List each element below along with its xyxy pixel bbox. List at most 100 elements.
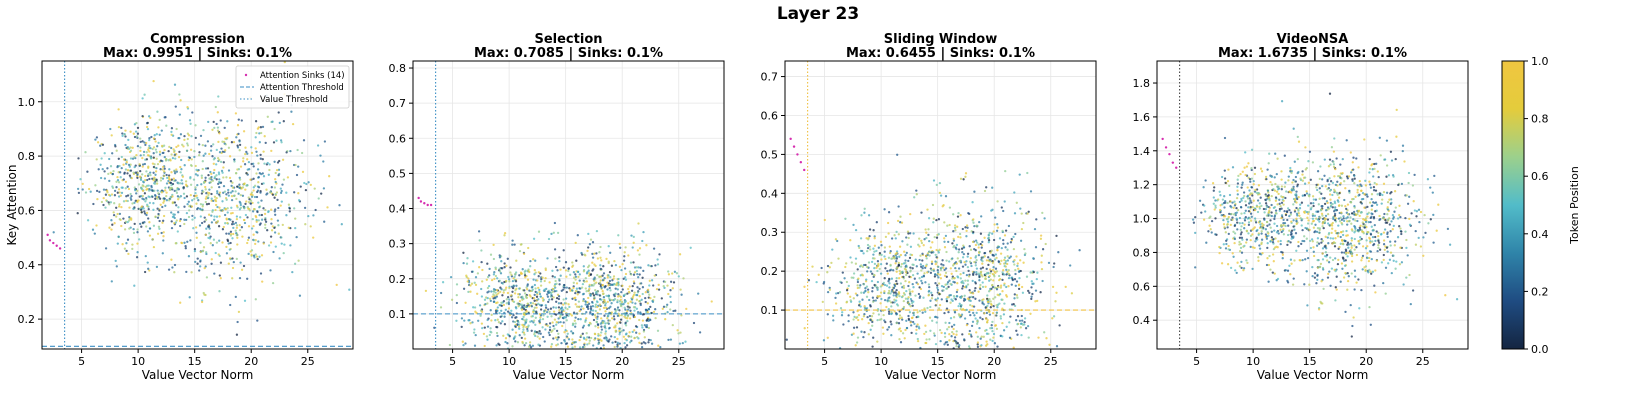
- data-point: [652, 284, 654, 286]
- data-point: [876, 221, 878, 223]
- data-point: [533, 319, 535, 321]
- data-point: [1236, 228, 1238, 230]
- data-point: [574, 320, 576, 322]
- data-point: [1286, 219, 1288, 221]
- data-point: [898, 265, 900, 267]
- data-point: [602, 344, 604, 346]
- data-point: [160, 159, 162, 161]
- data-point: [158, 220, 160, 222]
- data-point: [147, 230, 149, 232]
- data-point: [323, 187, 325, 189]
- data-point: [127, 139, 129, 141]
- data-point: [1267, 242, 1269, 244]
- data-point: [177, 198, 179, 200]
- y-tick-label: 0.1: [389, 308, 407, 321]
- data-point: [849, 296, 851, 298]
- data-point: [636, 273, 638, 275]
- data-point: [542, 314, 544, 316]
- data-point: [522, 316, 524, 318]
- data-point: [565, 269, 567, 271]
- data-point: [475, 334, 477, 336]
- data-point: [219, 151, 221, 153]
- data-point: [566, 319, 568, 321]
- data-point: [532, 315, 534, 317]
- data-point: [823, 339, 825, 341]
- data-point: [1234, 238, 1236, 240]
- data-point: [911, 302, 913, 304]
- data-point: [615, 331, 617, 333]
- data-point: [945, 272, 947, 274]
- data-point: [815, 281, 817, 283]
- data-point: [191, 158, 193, 160]
- data-point: [156, 133, 158, 135]
- data-point: [992, 312, 994, 314]
- data-point: [600, 323, 602, 325]
- data-point: [462, 252, 464, 254]
- data-point: [1003, 284, 1005, 286]
- data-point: [157, 163, 159, 165]
- data-point: [995, 257, 997, 259]
- data-point: [299, 295, 301, 297]
- data-point: [1290, 233, 1292, 235]
- data-point: [293, 191, 295, 193]
- data-point: [1255, 221, 1257, 223]
- data-point: [183, 223, 185, 225]
- data-point: [941, 259, 943, 261]
- data-point: [186, 106, 188, 108]
- data-point: [203, 220, 205, 222]
- data-point: [1017, 268, 1019, 270]
- data-point: [1272, 241, 1274, 243]
- data-point: [625, 273, 627, 275]
- data-point: [82, 183, 84, 185]
- data-point: [534, 287, 536, 289]
- data-point: [166, 177, 168, 179]
- data-point: [210, 193, 212, 195]
- data-point: [947, 344, 949, 346]
- data-point: [872, 312, 874, 314]
- data-point: [549, 326, 551, 328]
- data-point: [116, 213, 118, 215]
- data-point: [972, 218, 974, 220]
- data-point: [664, 318, 666, 320]
- data-point: [1211, 220, 1213, 222]
- data-point: [1033, 271, 1035, 273]
- data-point: [860, 331, 862, 333]
- data-point: [510, 310, 512, 312]
- data-point: [123, 173, 125, 175]
- data-point: [589, 340, 591, 342]
- data-point: [258, 256, 260, 258]
- data-point: [225, 246, 227, 248]
- data-point: [1273, 260, 1275, 262]
- data-point: [930, 251, 932, 253]
- data-point: [155, 148, 157, 150]
- data-point: [669, 308, 671, 310]
- data-point: [968, 311, 970, 313]
- data-point: [216, 241, 218, 243]
- data-point: [563, 284, 565, 286]
- data-point: [326, 206, 328, 208]
- data-point: [535, 271, 537, 273]
- data-point: [235, 172, 237, 174]
- data-point: [505, 337, 507, 339]
- data-point: [517, 296, 519, 298]
- data-point: [554, 280, 556, 282]
- data-point: [663, 285, 665, 287]
- data-point: [545, 307, 547, 309]
- legend: Attention Sinks (14)Attention ThresholdV…: [236, 66, 349, 108]
- data-point: [480, 288, 482, 290]
- data-point: [1007, 285, 1009, 287]
- data-point: [886, 263, 888, 265]
- data-point: [624, 251, 626, 253]
- data-point: [918, 277, 920, 279]
- data-point: [1294, 161, 1296, 163]
- data-point: [1005, 269, 1007, 271]
- data-point: [624, 246, 626, 248]
- data-point: [239, 261, 241, 263]
- data-point: [153, 137, 155, 139]
- data-point: [511, 345, 513, 347]
- data-point: [996, 306, 998, 308]
- data-point: [1013, 191, 1015, 193]
- data-point: [218, 178, 220, 180]
- data-point: [907, 315, 909, 317]
- data-point: [658, 288, 660, 290]
